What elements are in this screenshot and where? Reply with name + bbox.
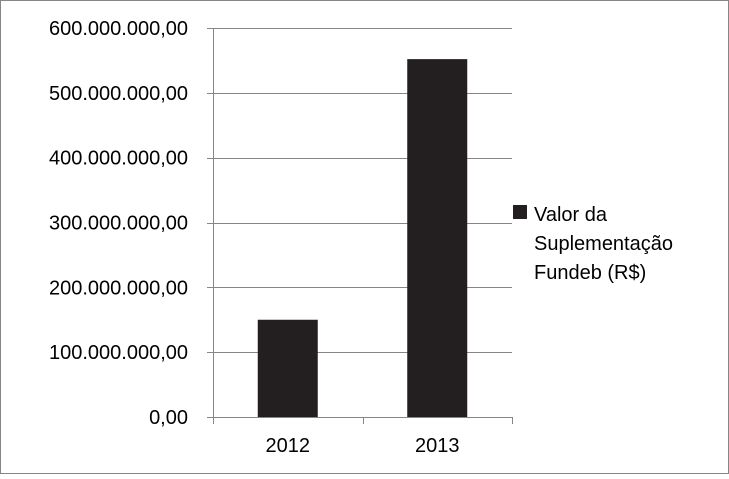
legend-label: Valor da Suplementação Fundeb (R$) bbox=[534, 204, 673, 284]
bar-2012 bbox=[257, 319, 318, 417]
y-tick-label-4: 400.000.000,00 bbox=[49, 148, 188, 170]
y-tick-labels: 0,00 100.000.000,00 200.000.000,00 300.000.… bbox=[49, 18, 188, 429]
bar-2013 bbox=[407, 59, 468, 418]
y-tick-label-0: 0,00 bbox=[149, 407, 188, 429]
x-tick-label-2012: 2012 bbox=[266, 435, 311, 457]
y-tick-label-2: 200.000.000,00 bbox=[49, 277, 188, 299]
x-tick-label-2013: 2013 bbox=[415, 435, 460, 457]
legend-swatch bbox=[513, 205, 527, 219]
legend-label-line-0: Valor da bbox=[534, 204, 608, 226]
y-tick-label-5: 500.000.000,00 bbox=[49, 83, 188, 105]
legend-label-line-1: Suplementação bbox=[534, 233, 673, 255]
legend-label-line-2: Fundeb (R$) bbox=[534, 262, 646, 284]
y-tick-label-1: 100.000.000,00 bbox=[49, 342, 188, 364]
legend: Valor da Suplementação Fundeb (R$) bbox=[513, 204, 673, 284]
y-tick-label-3: 300.000.000,00 bbox=[49, 213, 188, 235]
bars bbox=[257, 59, 468, 418]
x-tick-labels: 2012 2013 bbox=[266, 435, 460, 457]
axes bbox=[207, 28, 513, 424]
y-tick-label-6: 600.000.000,00 bbox=[49, 18, 188, 40]
